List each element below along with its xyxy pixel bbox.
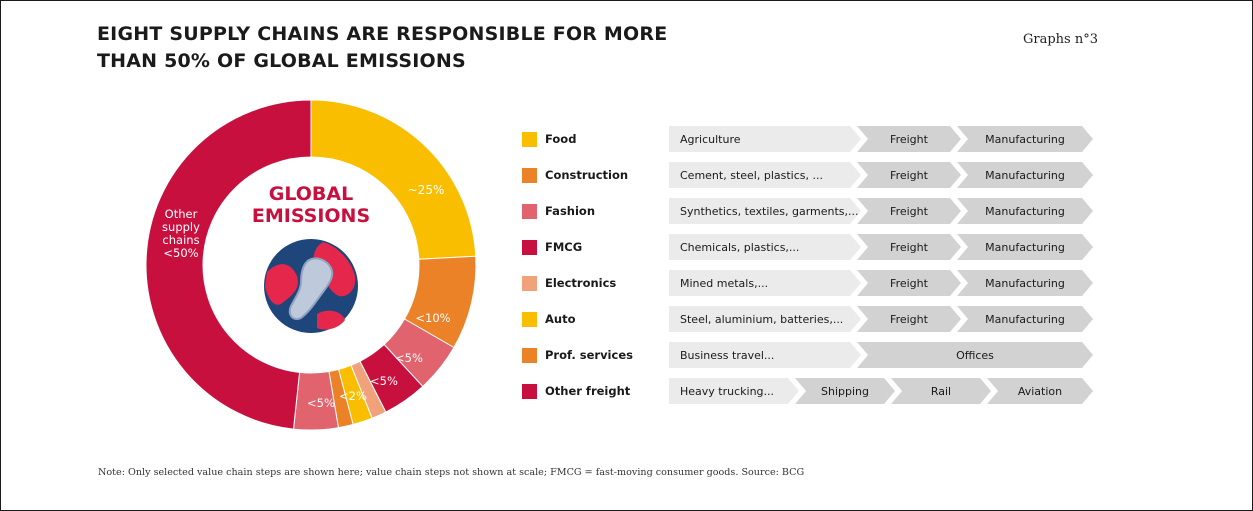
- legend-item: Fashion: [522, 201, 595, 221]
- slice-label-2: <5%: [395, 351, 423, 365]
- value-chain-step: Manufacturing: [957, 126, 1093, 152]
- value-chain-step: Freight: [857, 126, 961, 152]
- legend-label: Prof. services: [545, 348, 633, 362]
- legend-label: Construction: [545, 168, 629, 182]
- legend-item: Food: [522, 129, 576, 149]
- value-chain-step: Shipping: [795, 378, 895, 404]
- legend-item: Auto: [522, 309, 576, 329]
- legend-label: Other freight: [545, 384, 631, 398]
- legend-item: FMCG: [522, 237, 582, 257]
- donut-slice-0: [310, 100, 477, 260]
- globe-icon: [264, 239, 358, 333]
- value-chain-step: Manufacturing: [957, 306, 1093, 332]
- slice-label-7: <5%: [307, 396, 335, 410]
- value-chain-step: Steel, aluminium, batteries,...: [669, 306, 861, 332]
- center-label: GLOBAL EMISSIONS: [252, 183, 370, 227]
- legend-label: FMCG: [545, 240, 583, 254]
- slice-label-5: <2%: [339, 389, 367, 403]
- slice-label-1: <10%: [415, 311, 450, 325]
- legend-swatch: [522, 203, 537, 219]
- slice-label-8: Other supply chains <50%: [162, 207, 200, 260]
- legend-swatch: [522, 311, 537, 327]
- legend-label: Fashion: [545, 204, 596, 218]
- slice-label-3: <5%: [370, 374, 398, 388]
- legend-swatch: [522, 383, 537, 399]
- value-chain-step: Manufacturing: [957, 198, 1093, 224]
- value-chain-step: Chemicals, plastics,...: [669, 234, 861, 260]
- chart-title-line-1: EIGHT SUPPLY CHAINS ARE RESPONSIBLE FOR …: [97, 23, 668, 45]
- value-chain-step: Offices: [857, 342, 1093, 368]
- footnote: Note: Only selected value chain steps ar…: [98, 467, 805, 478]
- legend-item: Construction: [522, 165, 628, 185]
- value-chain-step: Freight: [857, 306, 961, 332]
- value-chain-step: Freight: [857, 234, 961, 260]
- legend-swatch: [522, 131, 537, 147]
- legend-swatch: [522, 275, 537, 291]
- value-chain-step: Manufacturing: [957, 162, 1093, 188]
- value-chain-step: Agriculture: [669, 126, 861, 152]
- value-chain-step: Synthetics, textiles, garments,...: [669, 198, 861, 224]
- donut-slice-8: [145, 100, 312, 430]
- value-chain-step: Aviation: [987, 378, 1093, 404]
- value-chain-step: Freight: [857, 270, 961, 296]
- legend-label: Electronics: [545, 276, 617, 290]
- legend-label: Food: [545, 132, 577, 146]
- graph-number-tag: Graphs n°3: [1023, 32, 1098, 47]
- value-chain-step: Rail: [891, 378, 991, 404]
- legend-swatch: [522, 167, 537, 183]
- legend-label: Auto: [545, 312, 576, 326]
- legend-swatch: [522, 347, 537, 363]
- value-chain-step: Cement, steel, plastics, ...: [669, 162, 861, 188]
- chart-title-line-2: THAN 50% OF GLOBAL EMISSIONS: [97, 50, 466, 72]
- legend-swatch: [522, 239, 537, 255]
- chart-title: EIGHT SUPPLY CHAINS ARE RESPONSIBLE FOR …: [97, 21, 797, 75]
- value-chain-step: Freight: [857, 198, 961, 224]
- value-chain-step: Freight: [857, 162, 961, 188]
- value-chain-step: Manufacturing: [957, 234, 1093, 260]
- value-chain-step: Manufacturing: [957, 270, 1093, 296]
- legend-item: Prof. services: [522, 345, 633, 365]
- value-chain-step: Heavy trucking...: [669, 378, 799, 404]
- slice-label-0: ~25%: [408, 183, 445, 197]
- legend-item: Electronics: [522, 273, 616, 293]
- value-chain-step: Mined metals,...: [669, 270, 861, 296]
- value-chain-step: Business travel...: [669, 342, 861, 368]
- emissions-donut-chart: ~25%<10%<5%<5%<2%<5%Other supply chains <50…: [145, 100, 477, 430]
- legend-item: Other freight: [522, 381, 630, 401]
